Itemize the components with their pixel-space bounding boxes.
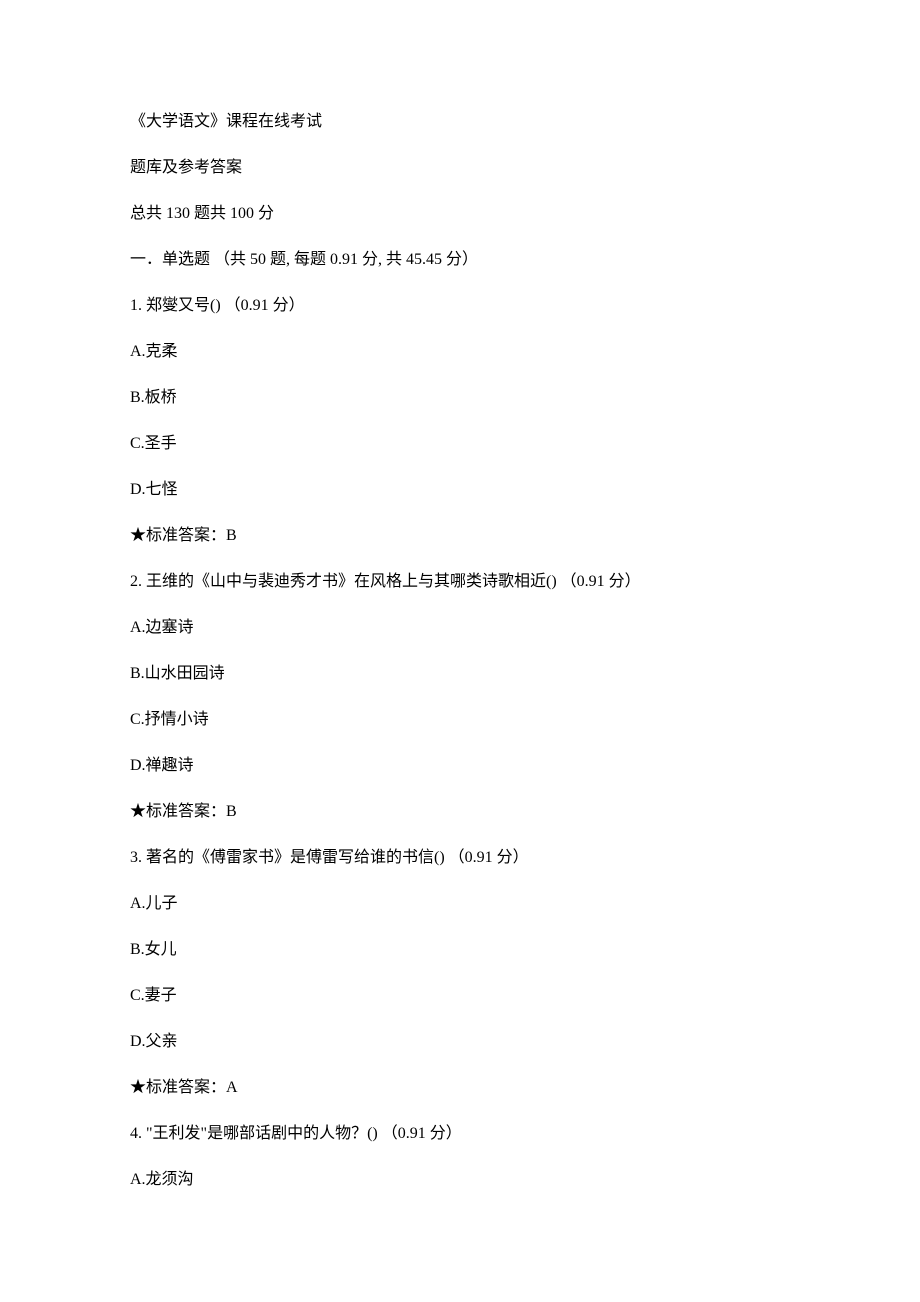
option-a: A.边塞诗: [130, 616, 790, 640]
section-heading: 一．单选题 （共 50 题, 每题 0.91 分, 共 45.45 分）: [130, 248, 790, 272]
option-a: A.克柔: [130, 340, 790, 364]
option-c: C.圣手: [130, 432, 790, 456]
option-a: A.龙须沟: [130, 1168, 790, 1192]
option-a: A.儿子: [130, 892, 790, 916]
option-c: C.抒情小诗: [130, 708, 790, 732]
option-b: B.女儿: [130, 938, 790, 962]
question-stem: 2. 王维的《山中与裴迪秀才书》在风格上与其哪类诗歌相近() （0.91 分）: [130, 570, 790, 594]
question-stem: 4. "王利发"是哪部话剧中的人物？() （0.91 分）: [130, 1122, 790, 1146]
document-page: 《大学语文》课程在线考试 题库及参考答案 总共 130 题共 100 分 一．单…: [0, 0, 920, 1274]
question-stem: 1. 郑燮又号() （0.91 分）: [130, 294, 790, 318]
option-c: C.妻子: [130, 984, 790, 1008]
subtitle: 题库及参考答案: [130, 156, 790, 180]
option-b: B.板桥: [130, 386, 790, 410]
question-stem: 3. 著名的《傅雷家书》是傅雷写给谁的书信() （0.91 分）: [130, 846, 790, 870]
answer-line: ★标准答案：B: [130, 800, 790, 824]
total-summary: 总共 130 题共 100 分: [130, 202, 790, 226]
course-title: 《大学语文》课程在线考试: [130, 110, 790, 134]
answer-line: ★标准答案：A: [130, 1076, 790, 1100]
answer-line: ★标准答案：B: [130, 524, 790, 548]
option-d: D.父亲: [130, 1030, 790, 1054]
option-d: D.七怪: [130, 478, 790, 502]
option-d: D.禅趣诗: [130, 754, 790, 778]
option-b: B.山水田园诗: [130, 662, 790, 686]
